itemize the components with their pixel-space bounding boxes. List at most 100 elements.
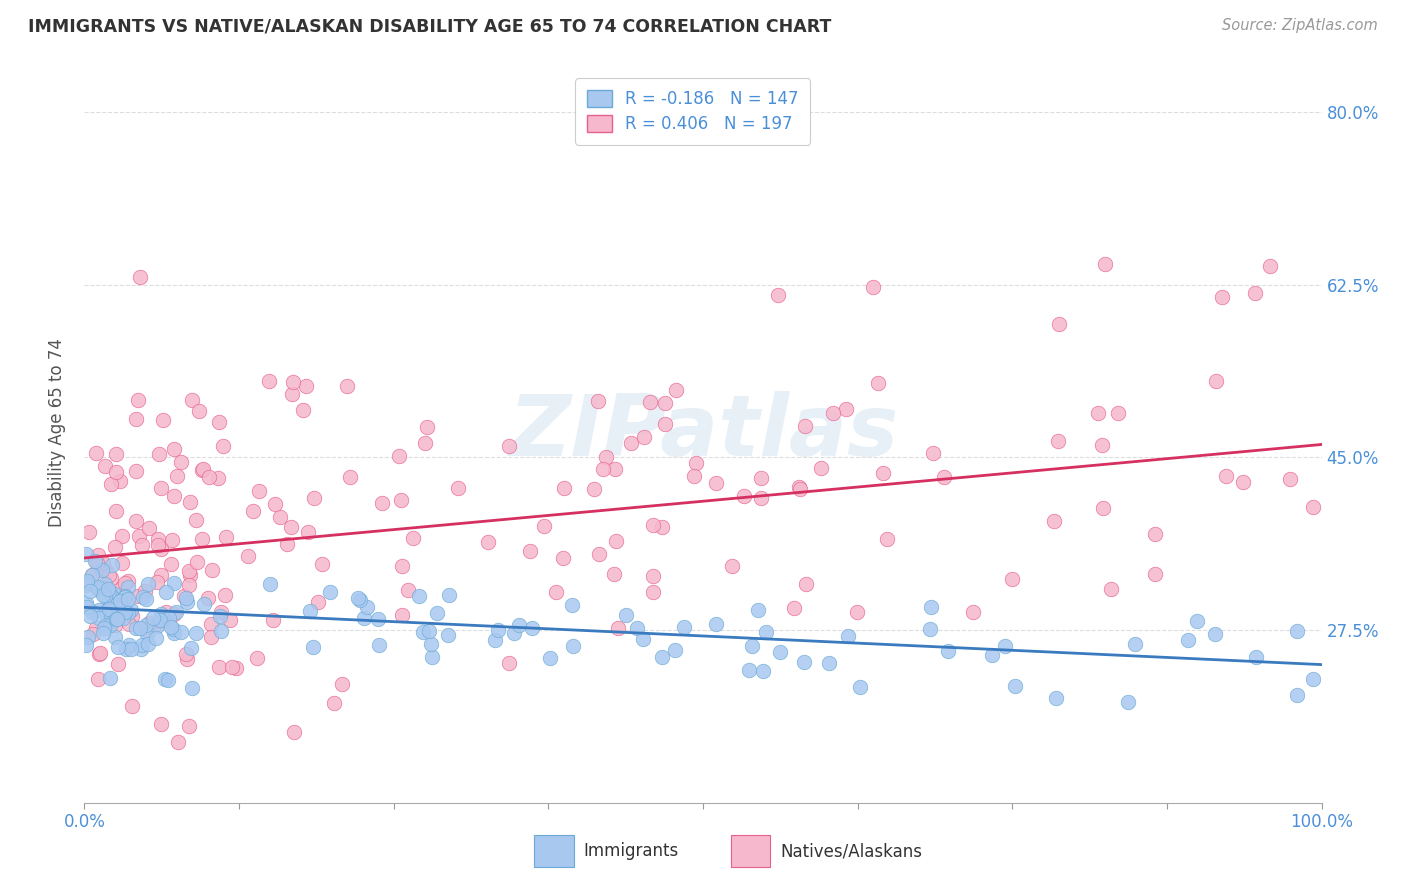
Point [447, 481, 470, 495]
Point [412, 624, 434, 639]
Point [79, 583, 101, 598]
Point [683, 469, 706, 483]
Point [165, 605, 187, 619]
Point [120, 603, 142, 617]
Point [1215, 468, 1237, 483]
Point [1099, 582, 1122, 596]
Point [76, 599, 98, 614]
Point [553, 481, 575, 495]
Point [246, 651, 269, 665]
Point [236, 549, 259, 564]
Point [97, 602, 120, 616]
Point [920, 600, 942, 615]
Point [143, 618, 166, 632]
Point [75, 575, 97, 590]
Point [486, 623, 509, 637]
Point [146, 575, 169, 590]
Point [631, 632, 654, 646]
Point [145, 631, 167, 645]
Point [114, 591, 136, 605]
Point [980, 648, 1002, 663]
Point [108, 594, 131, 608]
Point [1045, 690, 1067, 705]
Point [437, 628, 460, 642]
Point [787, 480, 810, 494]
Point [606, 621, 628, 635]
Point [281, 375, 304, 389]
Point [114, 576, 136, 591]
Point [153, 672, 176, 686]
Point [111, 556, 134, 570]
Point [77, 525, 100, 540]
Point [100, 571, 122, 585]
Point [283, 724, 305, 739]
Point [356, 599, 378, 614]
Point [209, 605, 232, 619]
Point [160, 620, 183, 634]
Point [605, 462, 627, 476]
Point [167, 735, 190, 749]
Point [152, 412, 174, 426]
Point [200, 630, 222, 644]
Point [508, 617, 530, 632]
Point [295, 379, 318, 393]
Point [91, 588, 114, 602]
Point [86, 556, 108, 570]
Point [821, 406, 844, 420]
Point [89, 646, 111, 660]
Point [868, 376, 890, 390]
Point [131, 538, 153, 552]
Point [174, 591, 197, 605]
Point [136, 623, 159, 637]
Point [793, 419, 815, 434]
Point [769, 645, 792, 659]
Point [418, 624, 440, 639]
Point [641, 569, 664, 583]
Point [103, 587, 125, 601]
Point [104, 612, 127, 626]
Point [201, 562, 224, 576]
Point [215, 529, 238, 543]
Point [551, 550, 574, 565]
Point [651, 650, 673, 665]
Point [402, 531, 425, 545]
Point [98, 618, 121, 632]
Point [120, 642, 142, 657]
Point [262, 613, 284, 627]
Point [107, 640, 129, 654]
Point [138, 615, 160, 630]
Point [125, 464, 148, 478]
Point [704, 475, 727, 490]
Point [519, 544, 541, 558]
Point [146, 538, 169, 552]
Point [114, 589, 136, 603]
Point [191, 532, 214, 546]
Point [330, 677, 353, 691]
Point [437, 588, 460, 602]
Point [603, 566, 626, 581]
Point [101, 590, 124, 604]
Point [136, 637, 159, 651]
Point [179, 568, 201, 582]
FancyBboxPatch shape [534, 835, 574, 867]
Point [155, 584, 177, 599]
Point [420, 637, 443, 651]
Point [242, 504, 264, 518]
Point [281, 387, 304, 401]
Point [1046, 434, 1069, 449]
Point [112, 611, 135, 625]
Point [177, 719, 200, 733]
Point [733, 489, 755, 503]
Point [1177, 632, 1199, 647]
Point [200, 616, 222, 631]
Point [146, 619, 169, 633]
Point [685, 456, 707, 470]
Point [837, 629, 859, 643]
Point [1144, 526, 1167, 541]
Point [793, 655, 815, 669]
Point [752, 664, 775, 678]
Point [1285, 624, 1308, 638]
Point [184, 626, 207, 640]
Point [1092, 501, 1115, 516]
Point [180, 681, 202, 696]
